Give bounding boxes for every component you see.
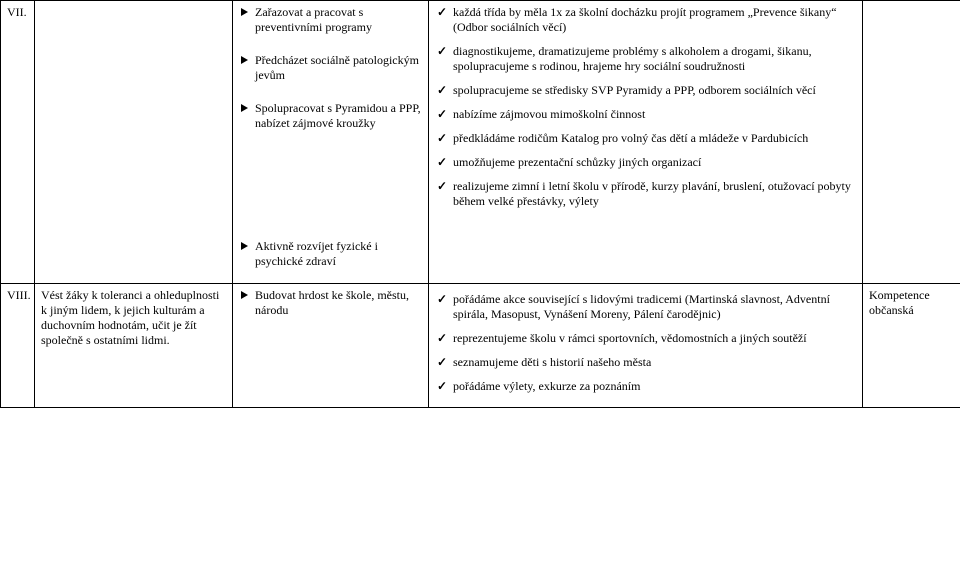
right-list: pořádáme akce související s lidovými tra… <box>435 292 856 394</box>
competence-text: Kompetence občanská <box>869 288 930 317</box>
list-item: umožňujeme prezentační schůzky jiných or… <box>435 155 856 170</box>
list-item: diagnostikujeme, dramatizujeme problémy … <box>435 44 856 74</box>
list-item: seznamujeme děti s historií našeho města <box>435 355 856 370</box>
list-item: Aktivně rozvíjet fyzické i psychické zdr… <box>239 239 422 269</box>
roman-numeral: VII. <box>7 5 27 19</box>
list-item: reprezentujeme školu v rámci sportovních… <box>435 331 856 346</box>
list-item: každá třída by měla 1x za školní docházk… <box>435 5 856 35</box>
list-item-text: spolupracujeme se středisky SVP Pyramidy… <box>453 83 816 97</box>
right-cell: každá třída by měla 1x za školní docházk… <box>429 1 863 284</box>
list-item-text: Spolupracovat s Pyramidou a PPP, nabízet… <box>255 101 421 130</box>
list-item-text: Aktivně rozvíjet fyzické i psychické zdr… <box>255 239 378 268</box>
competence-cell: Kompetence občanská <box>863 284 960 408</box>
list-item-text: umožňujeme prezentační schůzky jiných or… <box>453 155 701 169</box>
right-cell: pořádáme akce související s lidovými tra… <box>429 284 863 408</box>
list-item-text: realizujeme zimní i letní školu v přírod… <box>453 179 851 208</box>
mid-list: Zařazovat a pracovat s preventivními pro… <box>239 5 422 269</box>
table-row: VII. Zařazovat a pracovat s preventivním… <box>1 1 960 284</box>
list-item-text: nabízíme zájmovou mimoškolní činnost <box>453 107 645 121</box>
mid-cell: Zařazovat a pracovat s preventivními pro… <box>233 1 429 284</box>
list-item-text: reprezentujeme školu v rámci sportovních… <box>453 331 807 345</box>
list-item-text: diagnostikujeme, dramatizujeme problémy … <box>453 44 812 73</box>
left-cell: Vést žáky k toleranci a ohleduplnosti k … <box>35 284 233 408</box>
list-item: Budovat hrdost ke škole, městu, národu <box>239 288 422 318</box>
list-item-text: Předcházet sociálně patologickým jevům <box>255 53 419 82</box>
list-item: Zařazovat a pracovat s preventivními pro… <box>239 5 422 35</box>
mid-cell: Budovat hrdost ke škole, městu, národu <box>233 284 429 408</box>
page-root: VII. Zařazovat a pracovat s preventivním… <box>0 0 960 588</box>
table-row: VIII. Vést žáky k toleranci a ohleduplno… <box>1 284 960 408</box>
list-item-text: pořádáme akce související s lidovými tra… <box>453 292 830 321</box>
content-table: VII. Zařazovat a pracovat s preventivním… <box>0 0 960 408</box>
list-item: pořádáme akce související s lidovými tra… <box>435 292 856 322</box>
roman-cell: VIII. <box>1 284 35 408</box>
list-item: Spolupracovat s Pyramidou a PPP, nabízet… <box>239 101 422 131</box>
list-item: realizujeme zimní i letní školu v přírod… <box>435 179 856 209</box>
roman-numeral: VIII. <box>7 288 31 302</box>
list-item-text: každá třída by měla 1x za školní docházk… <box>453 5 837 34</box>
list-item: nabízíme zájmovou mimoškolní činnost <box>435 107 856 122</box>
competence-cell <box>863 1 960 284</box>
list-item: pořádáme výlety, exkurze za poznáním <box>435 379 856 394</box>
list-item: předkládáme rodičům Katalog pro volný ča… <box>435 131 856 146</box>
roman-cell: VII. <box>1 1 35 284</box>
list-item-text: předkládáme rodičům Katalog pro volný ča… <box>453 131 808 145</box>
list-item-text: Zařazovat a pracovat s preventivními pro… <box>255 5 372 34</box>
left-cell <box>35 1 233 284</box>
list-item: spolupracujeme se středisky SVP Pyramidy… <box>435 83 856 98</box>
list-item-text: seznamujeme děti s historií našeho města <box>453 355 651 369</box>
list-item: Předcházet sociálně patologickým jevům <box>239 53 422 83</box>
right-list: každá třída by měla 1x za školní docházk… <box>435 5 856 209</box>
list-item-text: Budovat hrdost ke škole, městu, národu <box>255 288 409 317</box>
list-item-text: pořádáme výlety, exkurze za poznáním <box>453 379 640 393</box>
mid-list: Budovat hrdost ke škole, městu, národu <box>239 288 422 318</box>
left-text: Vést žáky k toleranci a ohleduplnosti k … <box>41 288 226 348</box>
